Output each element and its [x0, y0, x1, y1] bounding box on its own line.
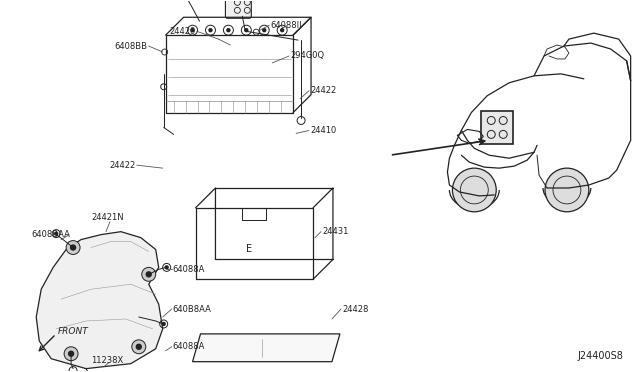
- Text: 24421N: 24421N: [91, 213, 124, 222]
- Circle shape: [132, 340, 146, 354]
- Circle shape: [545, 168, 589, 212]
- Circle shape: [227, 29, 230, 32]
- Text: 24422: 24422: [109, 161, 136, 170]
- Circle shape: [136, 344, 141, 349]
- Circle shape: [165, 266, 168, 269]
- Circle shape: [452, 168, 496, 212]
- Circle shape: [54, 232, 58, 235]
- Text: 64088II: 64088II: [270, 21, 302, 30]
- Circle shape: [68, 351, 74, 356]
- Text: 640B8AA: 640B8AA: [173, 305, 211, 314]
- Circle shape: [142, 267, 156, 281]
- Circle shape: [66, 241, 80, 254]
- Polygon shape: [193, 334, 340, 362]
- Text: 6408BB: 6408BB: [115, 42, 148, 51]
- Circle shape: [245, 29, 248, 32]
- Circle shape: [64, 347, 78, 361]
- Text: E: E: [246, 244, 252, 254]
- Polygon shape: [36, 232, 163, 369]
- Text: 64088A: 64088A: [173, 265, 205, 274]
- Circle shape: [281, 29, 284, 32]
- FancyBboxPatch shape: [225, 0, 252, 18]
- Text: 6408BAA: 6408BAA: [31, 230, 70, 239]
- Text: 24420: 24420: [170, 27, 196, 36]
- Text: 24410: 24410: [310, 126, 336, 135]
- Text: 11238X: 11238X: [91, 356, 124, 365]
- Text: 24431: 24431: [322, 227, 348, 236]
- Text: J24400S8: J24400S8: [578, 351, 623, 361]
- Circle shape: [191, 29, 194, 32]
- Circle shape: [263, 29, 266, 32]
- Text: 24422: 24422: [310, 86, 336, 95]
- Circle shape: [209, 29, 212, 32]
- Circle shape: [147, 272, 151, 277]
- Text: 24428: 24428: [342, 305, 368, 314]
- Text: 64088A: 64088A: [173, 342, 205, 351]
- FancyBboxPatch shape: [481, 110, 513, 144]
- Circle shape: [70, 245, 76, 250]
- Text: FRONT: FRONT: [58, 327, 89, 336]
- Text: 294G0Q: 294G0Q: [290, 51, 324, 61]
- Circle shape: [162, 323, 165, 326]
